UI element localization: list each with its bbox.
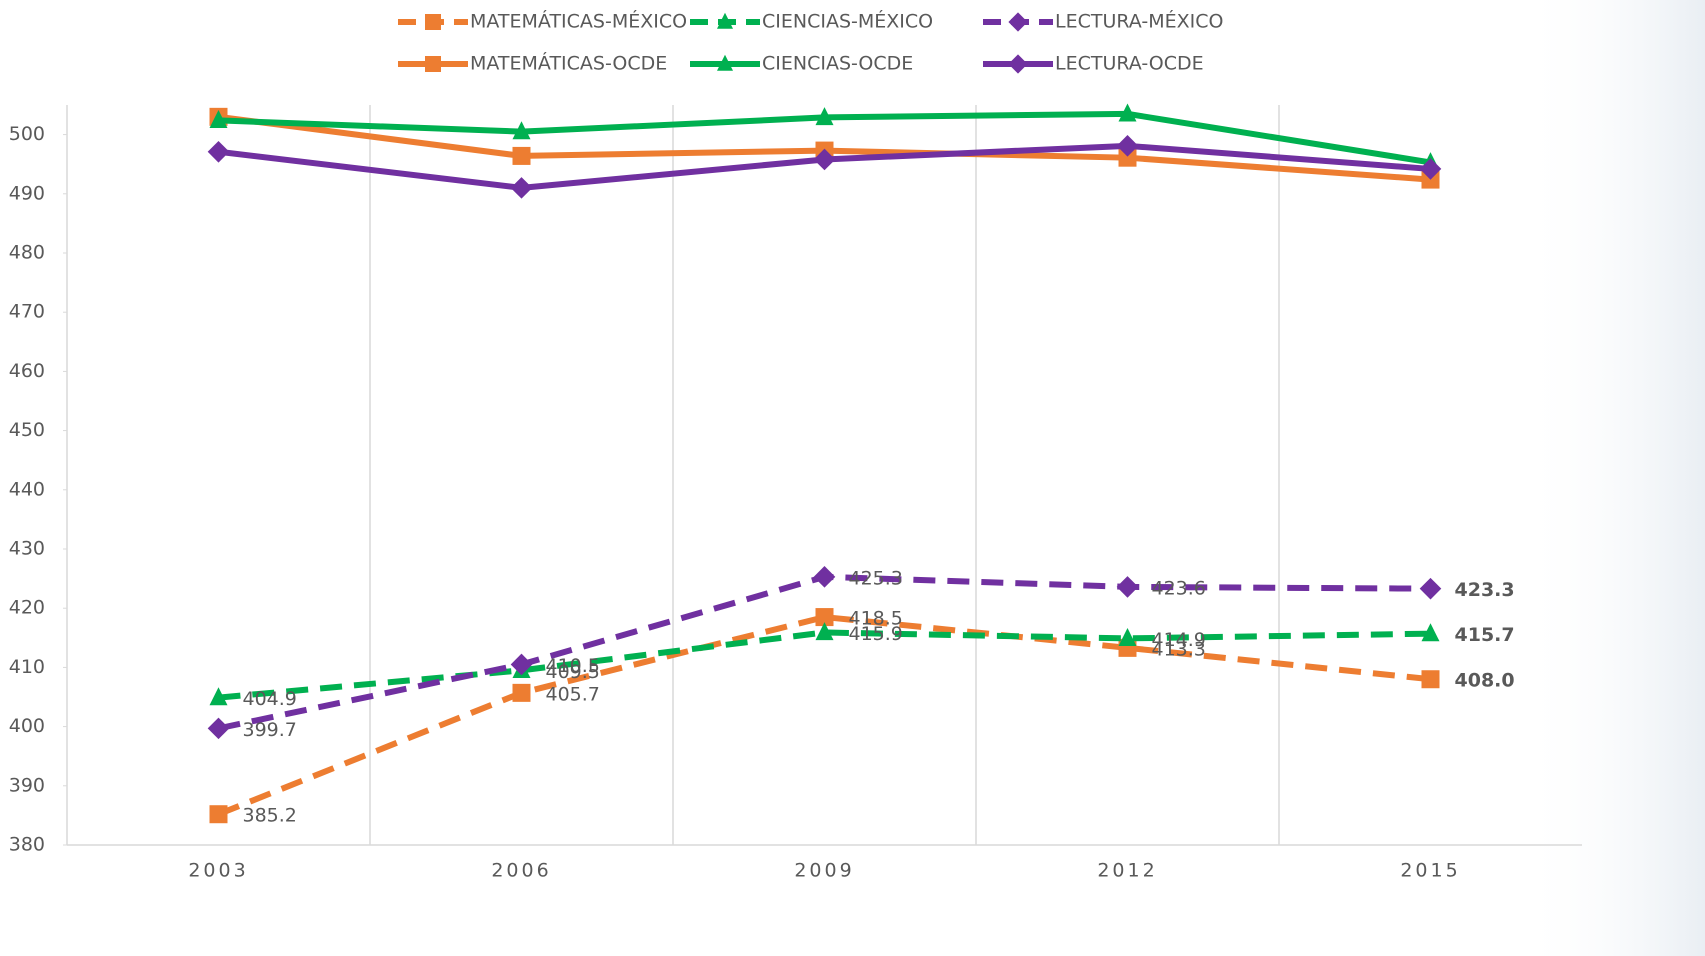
marker [425, 14, 441, 30]
marker [813, 148, 836, 171]
data-label: 404.9 [243, 688, 297, 710]
marker [815, 107, 834, 126]
marker [1116, 135, 1139, 157]
marker [512, 121, 531, 140]
data-label: 408.0 [1455, 670, 1515, 692]
data-label: 399.7 [243, 719, 297, 741]
marker [510, 653, 533, 676]
background-shade [1520, 0, 1705, 956]
marker [1116, 576, 1139, 598]
data-label: 423.3 [1455, 579, 1515, 601]
marker [1421, 623, 1440, 642]
data-label: 409.5 [546, 661, 600, 683]
data-label: 385.2 [243, 805, 297, 827]
legend-label: LECTURA-MÉXICO [1055, 10, 1223, 33]
marker [207, 140, 230, 163]
y-tick-label: 400 [9, 715, 45, 737]
data-label: 418.5 [849, 608, 903, 630]
data-label: 425.3 [849, 567, 903, 589]
legend-label: LECTURA-OCDE [1055, 53, 1204, 75]
marker [1118, 628, 1137, 647]
x-tick-label: 2003 [188, 860, 248, 882]
marker [209, 805, 228, 824]
marker [209, 687, 228, 706]
y-tick-label: 490 [9, 182, 45, 204]
marker [207, 717, 230, 740]
data-label: 423.6 [1152, 577, 1206, 599]
y-tick-label: 440 [9, 478, 45, 500]
marker [1419, 158, 1442, 180]
data-label: 410.5 [546, 655, 600, 677]
marker [1118, 103, 1137, 122]
x-tick-label: 2009 [794, 860, 854, 882]
marker [510, 177, 533, 199]
data-label: 413.3 [1152, 638, 1206, 660]
marker [425, 56, 441, 72]
marker [1421, 670, 1440, 689]
y-tick-label: 430 [9, 538, 45, 560]
marker [815, 622, 834, 641]
y-tick-label: 380 [9, 834, 45, 856]
legend-label: CIENCIAS-OCDE [762, 53, 913, 75]
series-line [217, 573, 1431, 732]
series-line [217, 614, 1431, 818]
marker [1419, 577, 1442, 600]
y-tick-label: 460 [9, 360, 45, 382]
data-label: 415.7 [1455, 624, 1515, 646]
marker [717, 12, 733, 29]
marker [815, 608, 834, 627]
y-tick-label: 410 [9, 656, 45, 678]
marker [1118, 148, 1137, 167]
x-tick-label: 2015 [1400, 860, 1460, 882]
legend-label: MATEMÁTICAS-OCDE [470, 52, 667, 75]
data-label: 405.7 [546, 683, 600, 705]
y-tick-label: 480 [9, 242, 45, 264]
y-tick-label: 420 [9, 597, 45, 619]
y-tick-label: 450 [9, 419, 45, 441]
y-tick-label: 390 [9, 774, 45, 796]
marker [512, 146, 531, 165]
x-tick-label: 2006 [491, 860, 551, 882]
marker [717, 54, 733, 71]
x-tick-label: 2012 [1097, 860, 1157, 882]
data-label: 414.9 [1152, 629, 1206, 651]
data-label: 415.9 [849, 623, 903, 645]
legend-label: MATEMÁTICAS-MÉXICO [470, 10, 687, 33]
marker [1008, 12, 1028, 32]
y-tick-label: 500 [9, 123, 45, 145]
marker [512, 683, 531, 702]
marker [209, 110, 228, 129]
y-tick-label: 470 [9, 301, 45, 323]
legend-label: CIENCIAS-MÉXICO [762, 10, 933, 33]
marker [813, 566, 836, 588]
marker [1008, 54, 1028, 74]
